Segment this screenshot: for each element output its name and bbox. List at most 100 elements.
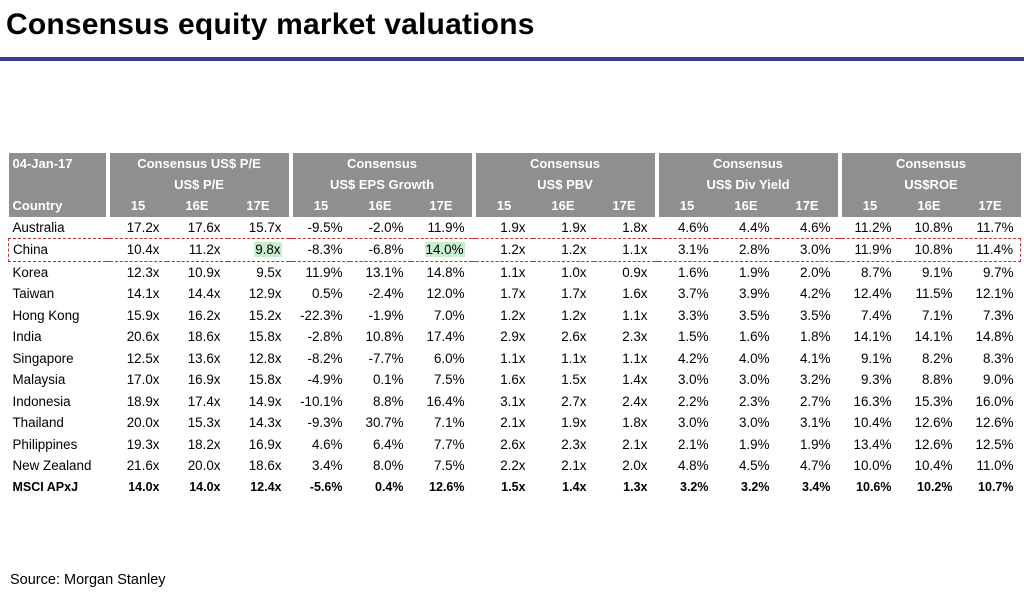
table-row: New Zealand 21.6x 20.0x 18.6x 3.4% 8.0% 7.5% 2.… [9, 455, 1021, 477]
country-name: Australia [12, 219, 65, 235]
table-cell: 11.2% [854, 219, 892, 235]
table-cell: -8.2% [307, 350, 343, 366]
table-cell: 10.6% [856, 479, 892, 494]
table-cell: 9.8x [227, 238, 289, 262]
table-cell: 11.9% [427, 219, 465, 235]
table-cell: 12.6% [975, 415, 1014, 430]
year-header: 16E [898, 195, 960, 217]
table-row: Indonesia 18.9x 17.4x 14.9x -10.1% 8.8% 16.4% 3… [9, 390, 1021, 412]
table-cell: 12.4% [853, 286, 892, 301]
title-rule [0, 57, 1024, 61]
country-name: MSCI APxJ [12, 479, 79, 494]
table-cell: 17.0x [126, 372, 160, 387]
table-row: MSCI APxJ 14.0x 14.0x 12.4x -5.6% 0.4% 12.6% 1.… [9, 476, 1021, 498]
table-cell: 3.0% [738, 372, 770, 387]
table-cell: -2.0% [368, 219, 404, 235]
table-cell: 10.9x [187, 264, 221, 280]
table-cell: 15.8x [248, 372, 282, 387]
table-cell: 7.1% [433, 415, 465, 430]
table-cell: 4.5% [738, 458, 770, 473]
table-cell: 11.9% [305, 264, 343, 280]
table-cell: 15.8x [248, 329, 282, 344]
table-cell: -9.5% [307, 219, 343, 235]
table-cell: 8.3% [982, 350, 1014, 366]
country-name: Philippines [12, 436, 78, 452]
table-cell: 13.4% [853, 436, 892, 452]
year-header: 17E [227, 195, 289, 217]
table-cell: 15.2x [248, 307, 282, 323]
table-cell: 0.9x [622, 264, 648, 280]
table-cell: 18.9x [126, 393, 160, 409]
table-cell: 14.3x [248, 415, 282, 430]
table-cell: 9.5x [256, 264, 282, 280]
table-cell: 9.1% [921, 264, 953, 280]
year-header: 16E [532, 195, 594, 217]
country-name: Hong Kong [12, 307, 80, 323]
country-name: China [8, 238, 106, 262]
table-cell: 3.7% [677, 286, 709, 301]
table-cell: 15.3% [914, 393, 953, 409]
table-cell: 2.0x [622, 458, 648, 473]
table-cell: 15.7x [248, 219, 282, 235]
table-cell: 14.1% [853, 329, 892, 344]
table-cell: 7.0% [433, 307, 465, 323]
table-cell: 16.3% [853, 393, 892, 409]
table-cell: 12.0% [426, 286, 465, 301]
table-cell: -2.8% [307, 329, 343, 344]
table-cell: 7.5% [433, 458, 465, 473]
year-header: 17E [410, 195, 472, 217]
group-subheader-eps: US$ EPS Growth [292, 174, 472, 195]
table-cell: 20.6x [126, 329, 160, 344]
country-name: Indonesia [12, 393, 71, 409]
table-row: Taiwan 14.1x 14.4x 12.9x 0.5% -2.4% 12.0% 1.7x 1… [9, 283, 1021, 305]
table-cell: 7.7% [433, 436, 465, 452]
table-cell: 0.5% [311, 286, 343, 301]
year-header: 15 [841, 195, 899, 217]
table-cell: 3.2% [799, 372, 831, 387]
table-cell: 4.2% [799, 286, 831, 301]
table-cell: 4.6% [311, 436, 343, 452]
table-cell: 16.2x [187, 307, 221, 323]
table-cell: 11.2x [166, 238, 228, 262]
highlighted-value: 14.0% [424, 242, 465, 257]
country-name: Thailand [12, 415, 64, 430]
table-cell: 8.0% [372, 458, 404, 473]
table-cell: 15.9x [126, 307, 160, 323]
table-cell: 1.1x [500, 350, 526, 366]
table-cell: 2.1x [500, 415, 526, 430]
table-cell: 1.6x [500, 372, 526, 387]
table-cell: 14.0x [128, 479, 160, 494]
year-header: 15 [109, 195, 167, 217]
table-cell: 8.7% [860, 264, 892, 280]
table-cell: 19.3x [126, 436, 160, 452]
table-cell: 2.0% [799, 264, 831, 280]
table-cell: 10.4% [914, 458, 953, 473]
table-cell: 1.5% [677, 329, 709, 344]
table-cell: 1.9x [561, 219, 587, 235]
year-header: 17E [959, 195, 1021, 217]
table-cell: 11.7% [976, 219, 1014, 235]
table-cell: 16.9x [248, 436, 282, 452]
table-cell: 1.1x [622, 350, 648, 366]
table-cell: 10.8% [365, 329, 404, 344]
table-row: Hong Kong 15.9x 16.2x 15.2x -22.3% -1.9% 7.0% 1… [9, 304, 1021, 326]
group-subheader-div-yield: US$ Div Yield [658, 174, 838, 195]
table-cell: 13.1% [365, 264, 404, 280]
table-cell: 13.6x [187, 350, 221, 366]
table-cell: 4.6% [677, 219, 709, 235]
table-cell: 3.4% [802, 479, 831, 494]
year-header: 16E [349, 195, 411, 217]
table-cell: 3.5% [738, 307, 770, 323]
table-cell: 8.8% [921, 372, 953, 387]
table-cell: 1.5x [501, 479, 526, 494]
table-cell: -7.7% [368, 350, 404, 366]
table-cell: 14.4x [187, 286, 221, 301]
table-cell: 3.3% [677, 307, 709, 323]
table-cell: 2.6x [500, 436, 526, 452]
table-cell: 3.5% [799, 307, 831, 323]
table-cell: 12.6% [914, 415, 953, 430]
table-cell: -10.1% [300, 393, 343, 409]
table-cell: 14.0x [189, 479, 221, 494]
country-header: Country [8, 195, 106, 217]
table-cell: -1.9% [368, 307, 404, 323]
